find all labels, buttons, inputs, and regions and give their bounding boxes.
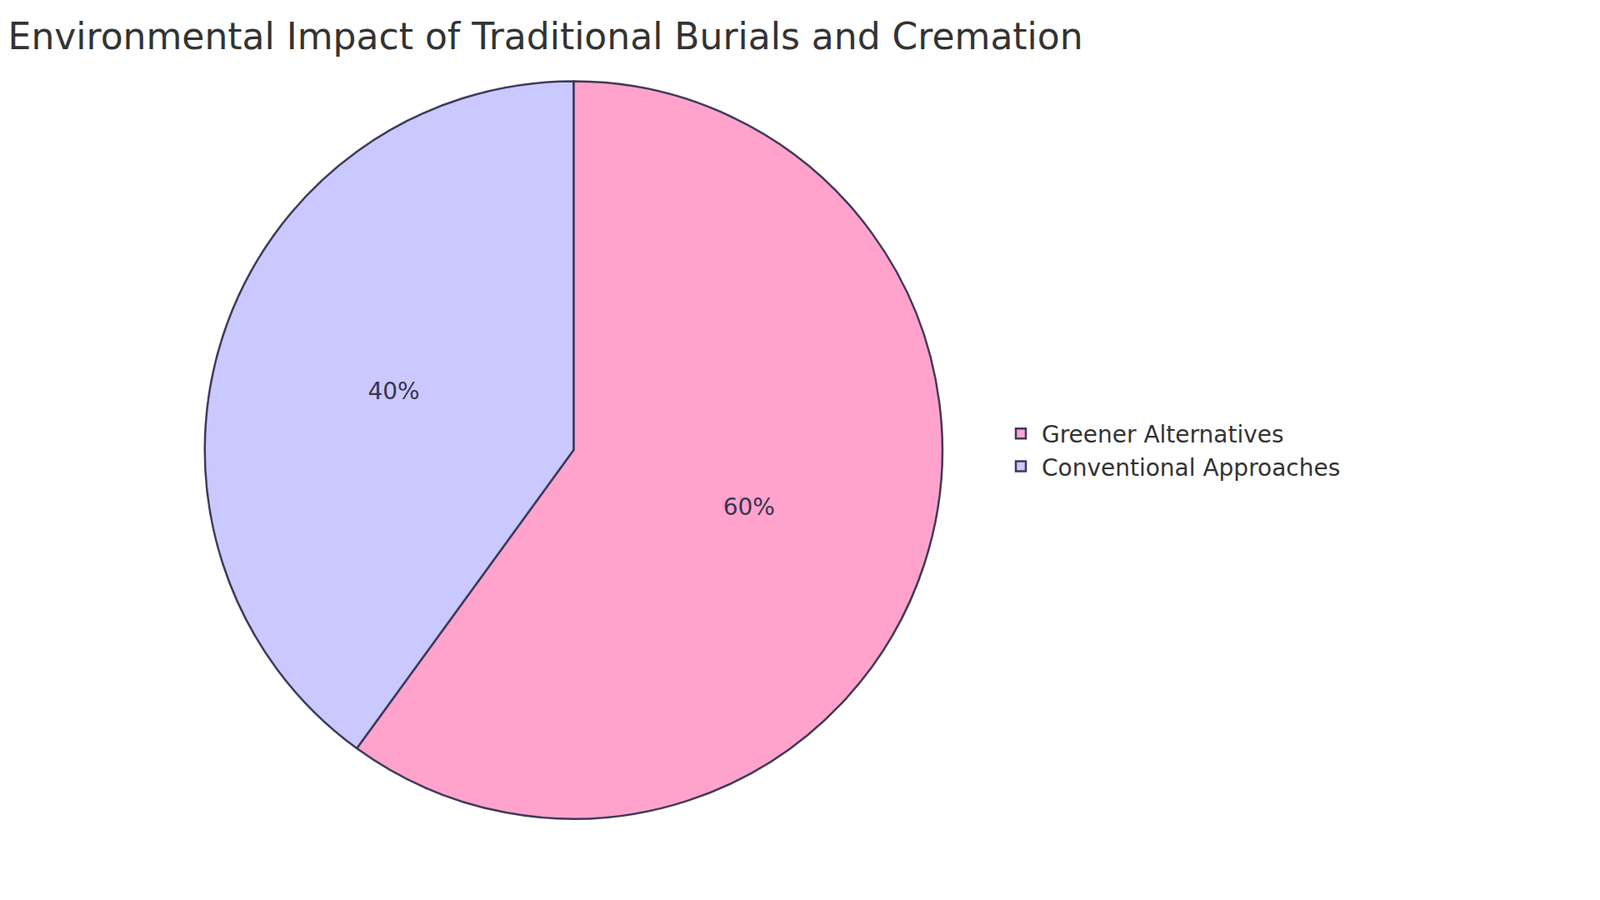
svg-text:Environmental Impact of Tradit: Environmental Impact of Traditional Buri…: [8, 15, 1084, 58]
svg-text:Conventional Approaches: Conventional Approaches: [1041, 454, 1340, 482]
svg-text:60%: 60%: [723, 493, 775, 521]
svg-text:Greener Alternatives: Greener Alternatives: [1041, 420, 1285, 449]
svg-text:40%: 40%: [367, 377, 420, 405]
